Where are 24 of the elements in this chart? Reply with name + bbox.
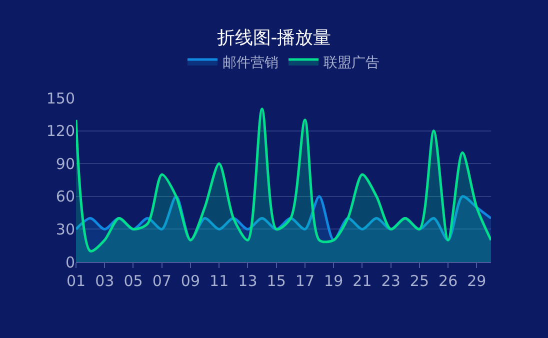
chart-title: 折线图-播放量 bbox=[216, 27, 332, 48]
x-tick-label: 11 bbox=[210, 272, 229, 290]
x-tick-label: 03 bbox=[95, 272, 114, 290]
y-tick-label: 60 bbox=[56, 188, 75, 206]
y-tick-label: 30 bbox=[56, 220, 75, 238]
x-tick-label: 17 bbox=[295, 272, 315, 290]
y-tick-label: 120 bbox=[46, 122, 75, 140]
y-tick-label: 150 bbox=[46, 89, 75, 108]
x-tick-label: 25 bbox=[410, 272, 429, 290]
x-tick-label: 05 bbox=[124, 272, 143, 290]
x-tick-label: 09 bbox=[180, 272, 200, 290]
legend-label: 邮件营销 bbox=[222, 54, 278, 71]
x-tick-label: 23 bbox=[381, 272, 400, 290]
x-tick-label: 13 bbox=[238, 272, 258, 290]
y-tick-label: 90 bbox=[56, 154, 75, 173]
x-tick-label: 26 bbox=[438, 272, 458, 290]
x-tick-label: 01 bbox=[66, 272, 86, 290]
legend-label: 联盟广告 bbox=[324, 54, 380, 71]
x-tick-label: 15 bbox=[266, 272, 286, 290]
x-tick-label: 07 bbox=[152, 272, 172, 290]
x-tick-label: 21 bbox=[352, 272, 372, 290]
x-tick-label: 29 bbox=[467, 272, 486, 290]
x-tick-label: 19 bbox=[324, 272, 344, 290]
y-tick-label: 0 bbox=[65, 253, 75, 272]
